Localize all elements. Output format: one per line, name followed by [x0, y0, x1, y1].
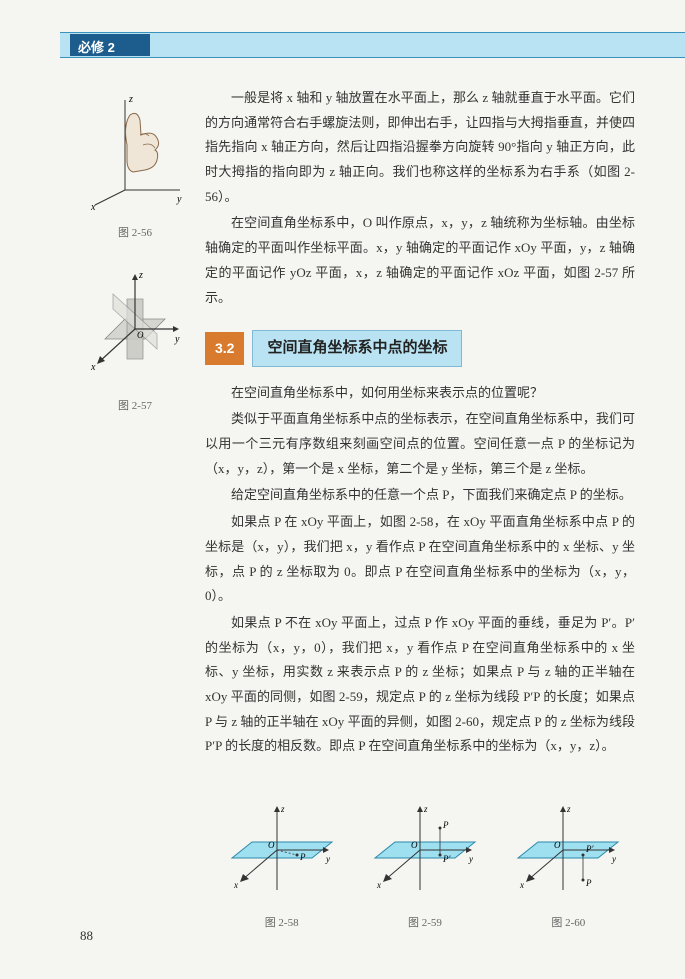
main-content: 一般是将 x 轴和 y 轴放置在水平面上，那么 z 轴就垂直于水平面。它们的方向… — [205, 86, 635, 761]
paragraph-5: 给定空间直角坐标系中的任意一个点 P，下面我们来确定点 P 的坐标。 — [205, 483, 635, 508]
svg-text:z: z — [423, 804, 428, 814]
fig-caption-56: 图 2-56 — [80, 223, 190, 244]
bottom-figures: z y x O P 图 2-58 z y x O — [210, 800, 640, 934]
planes-diagram: z y x O — [85, 264, 185, 384]
figure-hand: x y z 图 2-56 — [80, 90, 190, 244]
svg-text:x: x — [90, 362, 96, 373]
svg-text:y: y — [176, 194, 182, 205]
svg-text:y: y — [611, 854, 616, 864]
paragraph-7: 如果点 P 不在 xOy 平面上，过点 P 作 xOy 平面的垂线，垂足为 P′… — [205, 611, 635, 759]
header-tab: 必修 2 — [70, 34, 150, 56]
figure-planes: z y x O 图 2-57 — [80, 264, 190, 418]
sidebar: x y z 图 2-56 z y x O 图 2-57 — [80, 90, 190, 437]
svg-text:y: y — [325, 854, 330, 864]
svg-text:P: P — [299, 852, 306, 862]
paragraph-6: 如果点 P 在 xOy 平面上，如图 2-58，在 xOy 平面直角坐标系中点 … — [205, 510, 635, 609]
svg-text:x: x — [233, 880, 238, 890]
svg-text:y: y — [174, 334, 180, 345]
section-heading: 3.2 空间直角坐标系中点的坐标 — [205, 330, 635, 367]
svg-text:x: x — [519, 880, 524, 890]
svg-text:P: P — [585, 878, 592, 888]
figure-2-59: z y x O P′ P 图 2-59 — [360, 800, 490, 934]
svg-text:P: P — [442, 820, 449, 830]
section-number: 3.2 — [205, 332, 244, 365]
svg-text:z: z — [566, 804, 571, 814]
svg-text:z: z — [128, 94, 133, 105]
paragraph-3: 在空间直角坐标系中，如何用坐标来表示点的位置呢？ — [205, 381, 635, 406]
fig-caption-57: 图 2-57 — [80, 396, 190, 417]
svg-text:y: y — [468, 854, 473, 864]
svg-text:x: x — [376, 880, 381, 890]
svg-text:z: z — [138, 270, 143, 281]
svg-text:O: O — [411, 840, 418, 850]
section-title-text: 空间直角坐标系中点的坐标 — [252, 330, 462, 367]
header-bar — [60, 32, 685, 58]
figure-2-60: z y x O P′ P 图 2-60 — [503, 800, 633, 934]
footer-dots: ● ● ● ● ● ● ● ● ● ● ● ● ● ● ● ● ● ● ● ● … — [60, 921, 655, 925]
page-number: 88 — [80, 924, 93, 949]
figure-2-58: z y x O P 图 2-58 — [217, 800, 347, 934]
svg-text:P′: P′ — [442, 854, 451, 864]
svg-text:P′: P′ — [585, 844, 594, 854]
paragraph-2: 在空间直角坐标系中，O 叫作原点，x，y，z 轴统称为坐标轴。由坐标轴确定的平面… — [205, 211, 635, 310]
svg-text:x: x — [90, 202, 96, 210]
paragraph-1: 一般是将 x 轴和 y 轴放置在水平面上，那么 z 轴就垂直于水平面。它们的方向… — [205, 86, 635, 209]
svg-text:O: O — [554, 840, 561, 850]
hand-diagram: x y z — [85, 90, 185, 210]
svg-text:O: O — [268, 840, 275, 850]
svg-text:z: z — [280, 804, 285, 814]
svg-text:O: O — [137, 330, 144, 340]
paragraph-4: 类似于平面直角坐标系中点的坐标表示，在空间直角坐标系中，我们可以用一个三元有序数… — [205, 407, 635, 481]
